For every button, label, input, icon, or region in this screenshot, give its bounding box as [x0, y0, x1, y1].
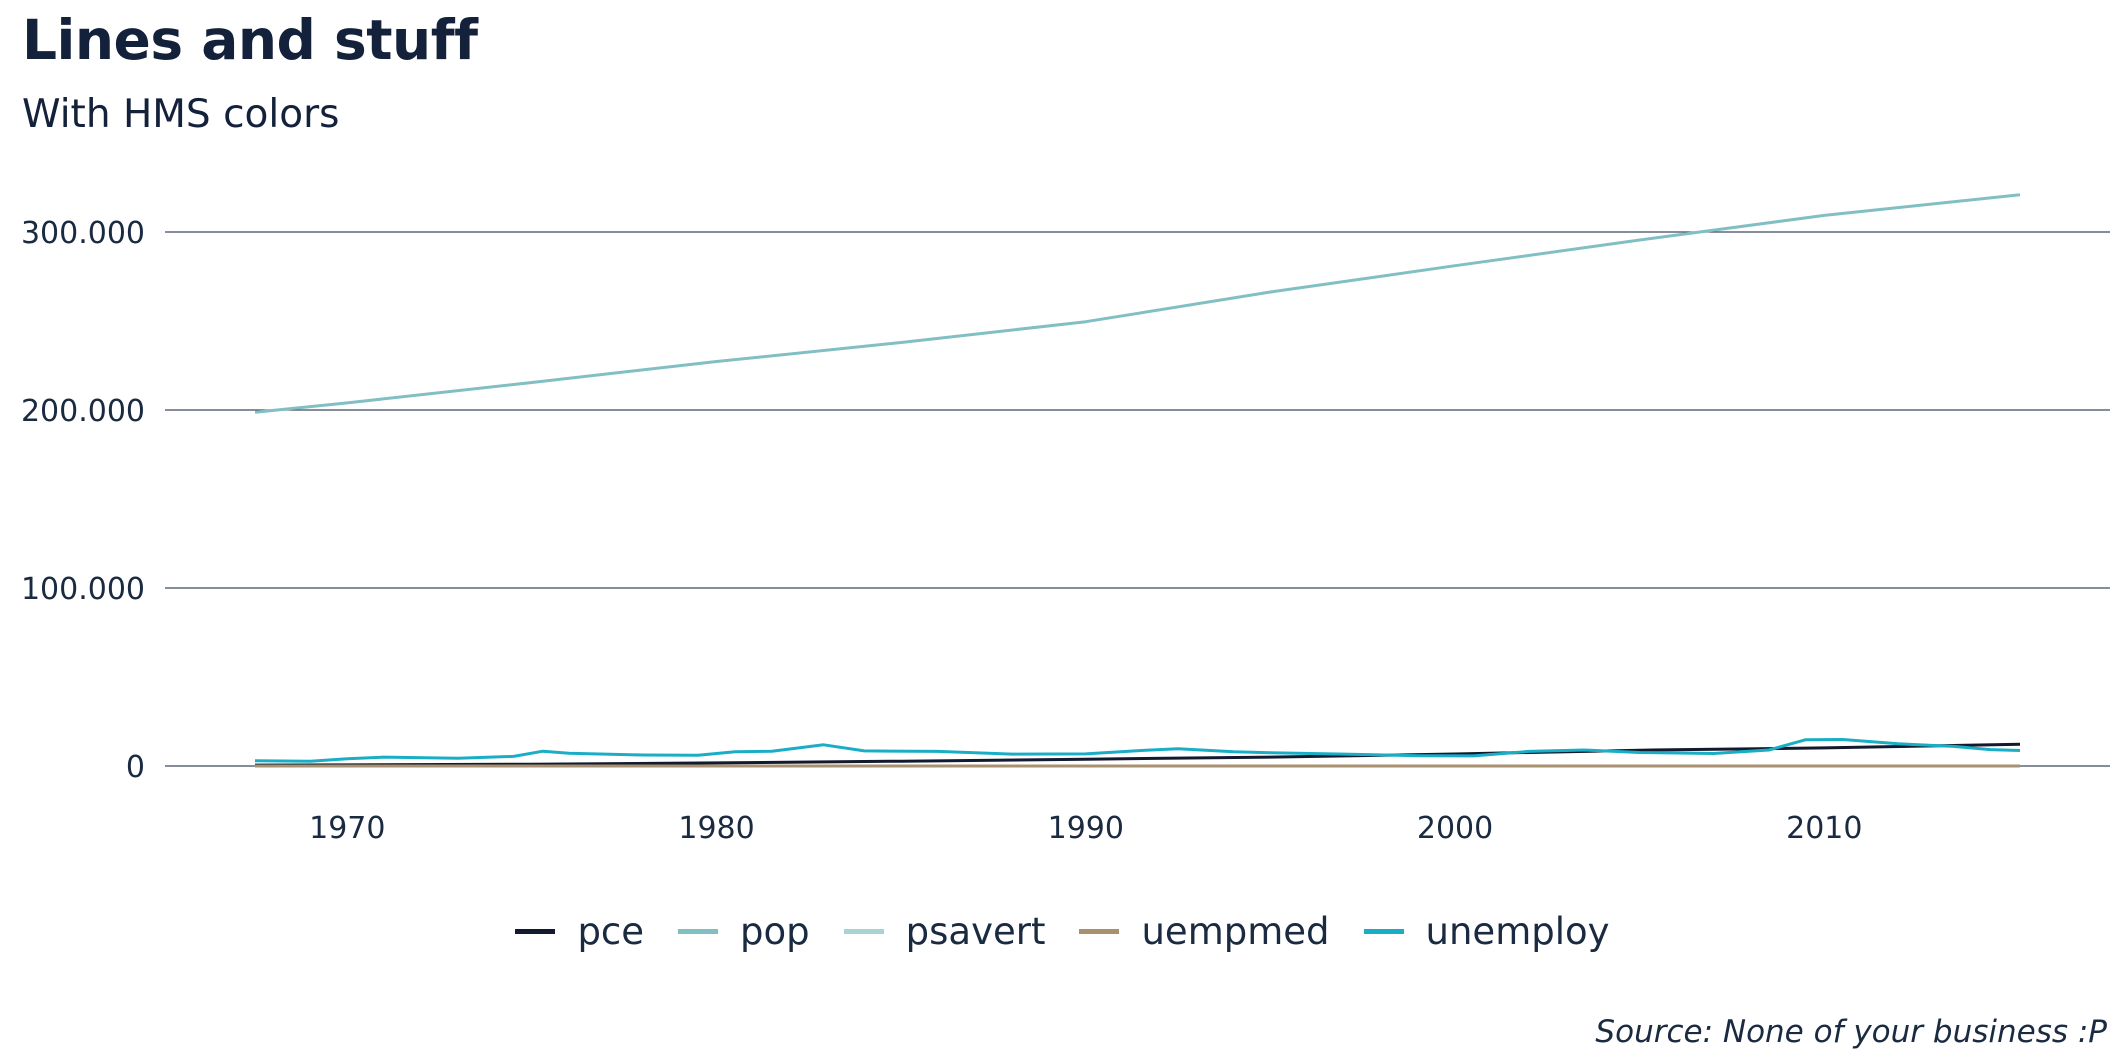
- legend-key-unemploy: [1363, 929, 1404, 934]
- legend-label-pop: pop: [740, 910, 810, 953]
- series-line-pop: [254, 193, 2021, 414]
- y-tick-label: 100.000: [21, 572, 145, 607]
- chart-legend: pce pop psavert uempmed unemploy: [0, 910, 2125, 953]
- y-tick-label: 300.000: [21, 216, 145, 251]
- chart-caption: Source: None of your business :P: [1595, 1014, 2107, 1050]
- legend-label-pce: pce: [577, 910, 645, 953]
- x-tick-label: 1980: [678, 811, 754, 846]
- legend-key-psavert: [843, 929, 884, 934]
- legend-key-pop: [678, 929, 719, 934]
- x-axis-ticks: 1970 1980 1990 2000 2010: [309, 811, 1862, 846]
- legend-item-pop: pop: [678, 910, 810, 953]
- x-tick-label: 2010: [1786, 811, 1862, 846]
- legend-key-uempmed: [1079, 929, 1120, 934]
- line-chart: 0 100.000 200.000 300.000 1970 1980 1990 2000 2…: [21, 193, 2110, 846]
- legend-item-pce: pce: [515, 910, 644, 953]
- chart-subtitle: With HMS colors: [22, 92, 340, 137]
- legend-key-pce: [515, 929, 556, 934]
- y-tick-label: 200.000: [21, 394, 145, 429]
- series-lines: [254, 193, 2021, 768]
- legend-label-unemploy: unemploy: [1425, 910, 1610, 953]
- x-tick-label: 1970: [309, 811, 385, 846]
- legend-item-uempmed: uempmed: [1079, 910, 1330, 953]
- chart-title: Lines and stuff: [22, 8, 478, 72]
- series-line-pce: [254, 742, 2021, 767]
- y-tick-label: 0: [126, 750, 145, 785]
- legend-label-uempmed: uempmed: [1141, 910, 1330, 953]
- x-tick-label: 2000: [1417, 811, 1493, 846]
- x-tick-label: 1990: [1048, 811, 1124, 846]
- y-axis-ticks: 0 100.000 200.000 300.000: [21, 216, 145, 785]
- legend-label-psavert: psavert: [905, 910, 1046, 953]
- legend-item-psavert: psavert: [843, 910, 1046, 953]
- series-line-unemploy: [254, 738, 2021, 763]
- legend-item-unemploy: unemploy: [1363, 910, 1610, 953]
